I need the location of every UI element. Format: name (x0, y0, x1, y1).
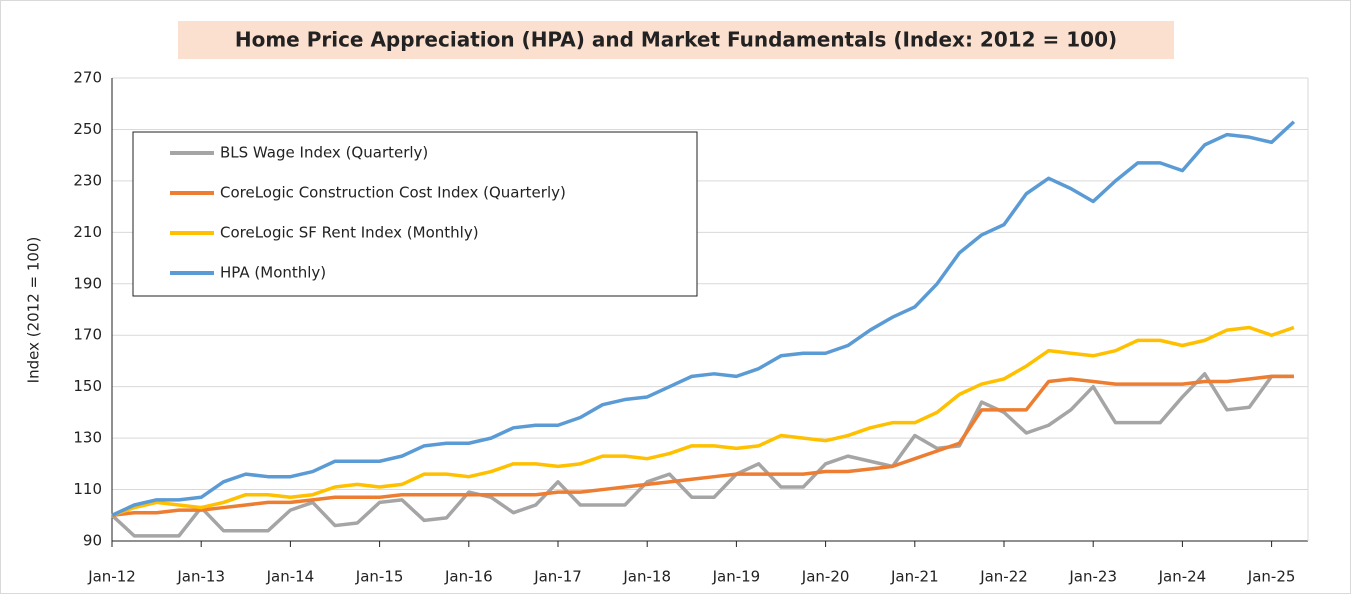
x-tick-label: Jan-19 (712, 568, 761, 586)
series-line (111, 325, 1295, 517)
x-tick-label: Jan-24 (1158, 568, 1207, 586)
title-background (178, 21, 1174, 59)
x-tick-label: Jan-18 (622, 568, 671, 586)
y-tick-label: 230 (73, 171, 102, 189)
y-tick-label: 190 (73, 274, 102, 292)
x-tick-label: Jan-16 (444, 568, 493, 586)
series-line (111, 374, 1294, 518)
y-tick-label: 150 (73, 377, 102, 395)
x-tick-label: Jan-15 (355, 568, 404, 586)
x-tick-label: Jan-14 (266, 568, 315, 586)
y-tick-label: 270 (73, 69, 102, 87)
legend-box (132, 131, 698, 297)
y-tick-label: 130 (73, 429, 102, 447)
series-line (110, 372, 1294, 538)
y-tick-label: 210 (73, 223, 102, 241)
series-line (111, 120, 1296, 517)
x-tick-label: Jan-20 (801, 568, 850, 586)
legend-label: CoreLogic Construction Cost Index (Quart… (220, 184, 566, 202)
chart-title: Home Price Appreciation (HPA) and Market… (235, 28, 1117, 52)
legend-label: HPA (Monthly) (220, 264, 326, 282)
y-tick-label: 110 (73, 480, 102, 498)
x-tick-label: Jan-23 (1068, 568, 1117, 586)
legend-label: BLS Wage Index (Quarterly) (220, 144, 428, 162)
y-tick-label: 90 (83, 532, 102, 550)
x-tick-label: Jan-22 (979, 568, 1028, 586)
y-tick-label: 170 (73, 326, 102, 344)
x-tick-label: Jan-13 (176, 568, 225, 586)
x-tick-label: Jan-25 (1247, 568, 1296, 586)
y-tick-label: 250 (73, 120, 102, 138)
legend-label: CoreLogic SF Rent Index (Monthly) (220, 224, 479, 242)
x-tick-label: Jan-21 (890, 568, 939, 586)
y-axis-label: Index (2012 = 100) (25, 237, 43, 384)
x-tick-label: Jan-12 (87, 568, 136, 586)
x-tick-label: Jan-17 (533, 568, 582, 586)
